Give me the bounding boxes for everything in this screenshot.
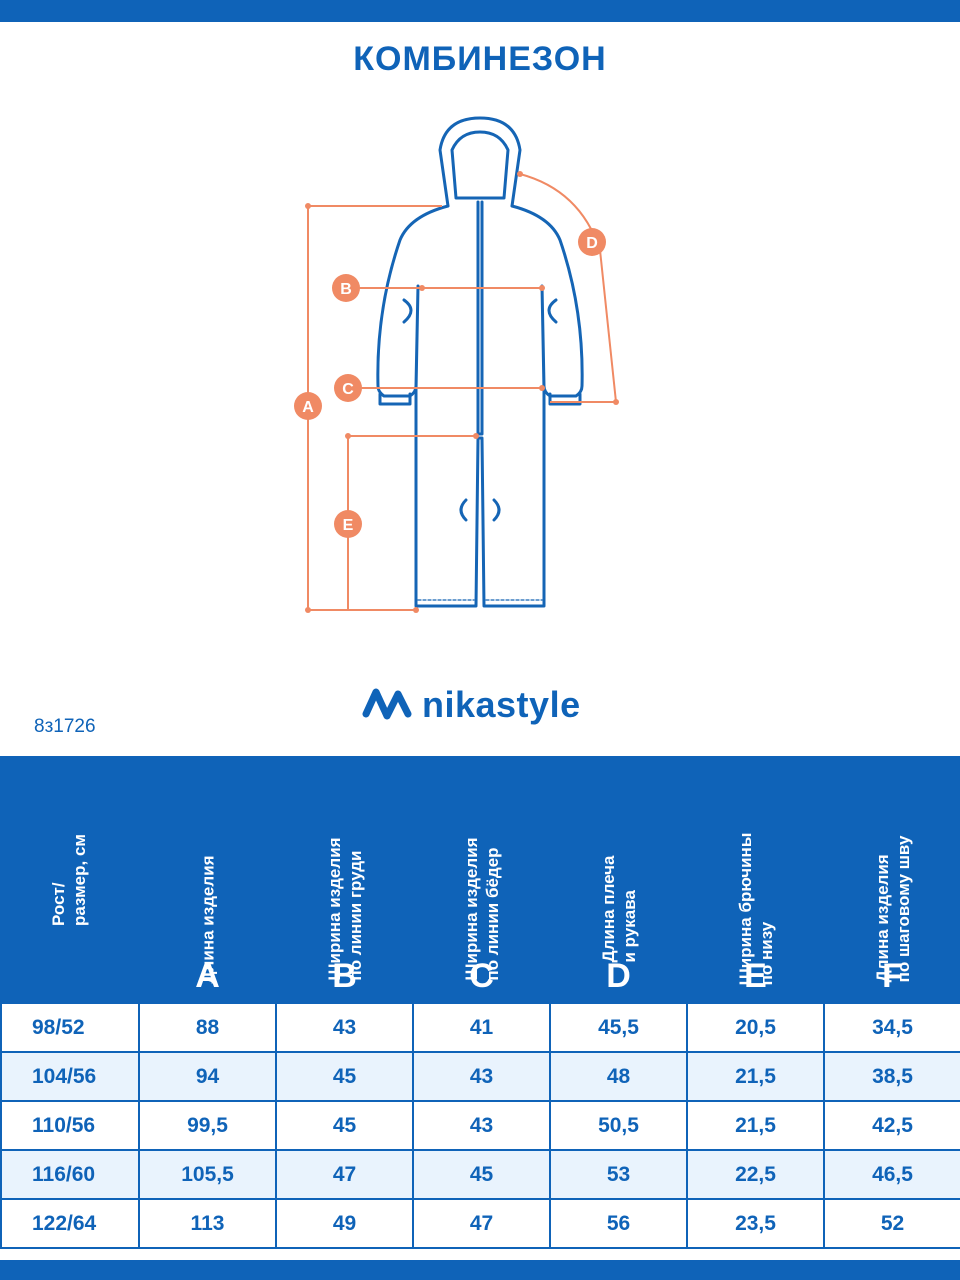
table-cell: 47 [275,1149,414,1200]
table-cell: 105,5 [138,1149,277,1200]
table-cell: 49 [275,1198,414,1249]
marker-b: B [332,274,360,302]
table-cell: 42,5 [823,1100,960,1151]
table-cell: 34,5 [823,1002,960,1053]
svg-text:D: D [586,235,598,252]
nikastyle-logo-icon [362,688,412,720]
svg-text:A: A [302,399,314,416]
table-cell: 99,5 [138,1100,277,1151]
table-cell: 43 [412,1051,551,1102]
header-e: Ширина брючины по низу E [686,756,825,1004]
table-cell: 113 [138,1198,277,1249]
table-cell: 43 [275,1002,414,1053]
header-d: Длина плеча и рукава D [549,756,688,1004]
zipper [476,200,484,436]
table-cell: 56 [549,1198,688,1249]
table-cell: 94 [138,1051,277,1102]
marker-d: D [578,228,606,256]
table-row: 98/52 88 43 41 45,5 20,5 34,5 [0,1002,960,1053]
top-band [0,0,960,22]
table-cell: 45 [275,1100,414,1151]
header-size: Рост/ размер, см [0,756,140,1004]
table-cell: 23,5 [686,1198,825,1249]
hood-outline [438,116,522,208]
svg-text:C: C [342,381,354,398]
jumpsuit-diagram: A B C D E [294,116,619,613]
table-row: 122/64 113 49 47 56 23,5 52 [0,1198,960,1249]
marker-e: E [334,510,362,538]
table-cell: 45 [412,1149,551,1200]
bottom-band [0,1260,960,1280]
size-table: Рост/ размер, см Длина изделия A Ширина … [0,756,960,1249]
table-cell: 52 [823,1198,960,1249]
header-a: Длина изделия A [138,756,277,1004]
page-title: КОМБИНЕЗОН [353,40,607,78]
table-cell: 41 [412,1002,551,1053]
table-cell: 38,5 [823,1051,960,1102]
body-outline [376,204,584,608]
brand-name: nikastyle [422,684,581,725]
marker-a: A [294,392,322,420]
svg-text:B: B [340,281,352,298]
table-cell-size: 98/52 [0,1002,140,1053]
table-cell: 43 [412,1100,551,1151]
svg-text:E: E [343,517,354,534]
table-cell: 45,5 [549,1002,688,1053]
measure-line-e [347,435,476,610]
header-c: Ширина изделия по линии бёдер C [412,756,551,1004]
table-cell: 46,5 [823,1149,960,1200]
marker-c: C [334,374,362,402]
table-cell: 21,5 [686,1100,825,1151]
article-number: 8з1726 [34,716,96,737]
brand-logo: nikastyle [362,680,581,730]
table-cell-size: 116/60 [0,1149,140,1200]
table-cell-size: 122/64 [0,1198,140,1249]
measure-line-a [307,205,442,611]
header-b: Ширина изделия по линии груди B [275,756,414,1004]
table-cell-size: 110/56 [0,1100,140,1151]
table-cell: 22,5 [686,1149,825,1200]
header-f: Длина изделия по шаговому шву F [823,756,960,1004]
table-cell: 88 [138,1002,277,1053]
table-cell: 48 [549,1051,688,1102]
table-cell: 47 [412,1198,551,1249]
table-row: 104/56 94 45 43 48 21,5 38,5 [0,1051,960,1102]
table-row: 110/56 99,5 45 43 50,5 21,5 42,5 [0,1100,960,1151]
table-cell: 53 [549,1149,688,1200]
table-cell: 50,5 [549,1100,688,1151]
table-cell: 21,5 [686,1051,825,1102]
table-cell-size: 104/56 [0,1051,140,1102]
table-cell: 45 [275,1051,414,1102]
table-cell: 20,5 [686,1002,825,1053]
table-row: 116/60 105,5 47 45 53 22,5 46,5 [0,1149,960,1200]
table-header-row: Рост/ размер, см Длина изделия A Ширина … [0,756,960,1004]
